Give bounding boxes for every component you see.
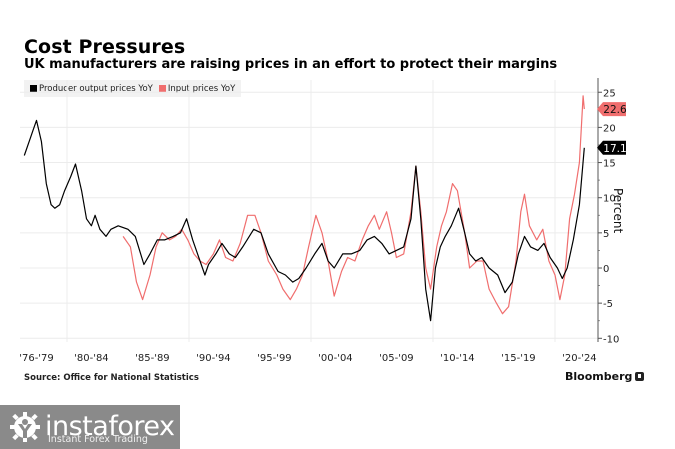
gear-person-icon — [10, 412, 40, 442]
series-lines — [23, 95, 585, 322]
x-tick-label: '15-'19 — [501, 353, 536, 364]
series-line-input-prices — [122, 95, 585, 315]
last-value-tag-input-prices: 22.6 — [597, 102, 627, 117]
legend-label-input-prices: Input prices YoY — [167, 83, 236, 94]
legend-item-producer-output[interactable]: Producer output prices YoY — [30, 84, 153, 94]
y-tick-label: 10 — [603, 194, 616, 205]
series-line-producer-output — [23, 119, 585, 322]
legend-swatch-input-prices — [158, 85, 166, 92]
gridlines — [20, 80, 598, 342]
y-tick-label: 20 — [603, 123, 616, 134]
source-note: Source: Office for National Statistics — [24, 373, 199, 383]
chart-subtitle: UK manufacturers are raising prices in a… — [24, 57, 558, 72]
x-tick-label: '20-'24 — [562, 353, 597, 364]
x-tick-label: '80-'84 — [74, 353, 109, 364]
tag-background — [597, 140, 626, 155]
legend-item-input-prices[interactable]: Input prices YoY — [158, 83, 236, 94]
x-tick-label: '76-'79 — [19, 353, 54, 364]
bloomberg-brand: Bloomberg — [565, 370, 645, 383]
brand-label: Bloomberg — [565, 370, 633, 383]
watermark-tagline: Instant Forex Trading — [48, 434, 148, 445]
x-tick-label: '10-'14 — [440, 353, 475, 364]
y-tick-label: 25 — [603, 88, 616, 99]
instaforex-watermark[interactable]: instaforex Instant Forex Trading — [0, 405, 180, 449]
y-tick-label: 0 — [603, 264, 609, 275]
x-tick-label: '95-'99 — [257, 353, 292, 364]
last-value-tag-producer-output: 17.1 — [597, 140, 627, 155]
x-tick-label: '85-'89 — [135, 353, 170, 364]
tag-value: 22.6 — [603, 104, 627, 116]
legend-label-producer-output: Producer output prices YoY — [39, 83, 153, 94]
x-tick-label: '05-'09 — [379, 353, 414, 364]
tag-background — [597, 102, 626, 117]
x-tick-label: '90-'94 — [196, 353, 231, 364]
y-tick-label: 5 — [603, 229, 609, 240]
y-axis: 25 20 15 10 5 0 -5 -10 — [597, 78, 619, 345]
bloomberg-terminal-icon — [635, 372, 645, 381]
last-value-tags: 17.1 22.6 — [597, 102, 627, 155]
x-tick-label: '00-'04 — [318, 353, 353, 364]
y-tick-label: 15 — [603, 159, 616, 170]
y-axis-title: Percent — [611, 188, 625, 234]
x-axis-labels: '76-'79 '80-'84 '85-'89 '90-'94 '95-'99 '00-'… — [19, 353, 596, 364]
legend-swatch-producer-output — [30, 85, 37, 92]
y-tick-label: -10 — [603, 334, 619, 345]
tag-value: 17.1 — [603, 143, 626, 155]
chart-title: Cost Pressures — [24, 36, 186, 58]
y-tick-label: -5 — [603, 299, 613, 310]
watermark-name: instaforex — [45, 411, 175, 442]
